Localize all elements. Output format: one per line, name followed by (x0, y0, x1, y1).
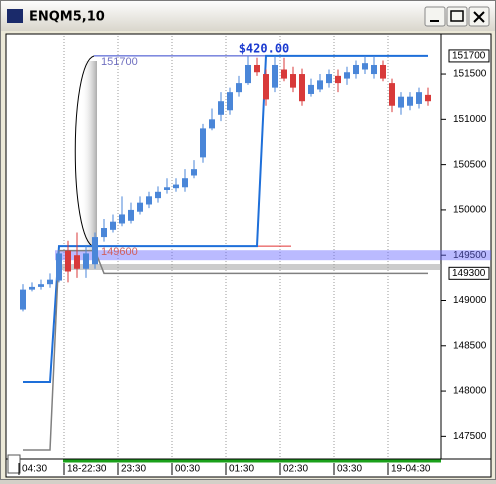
x-tick-label: 03:30 (337, 464, 362, 475)
candle-body (119, 214, 125, 224)
y-tick-label: 151500 (453, 69, 487, 80)
x-tick-label: 18-22:30 (67, 464, 107, 475)
minimize-button[interactable] (424, 6, 446, 27)
x-tick-label: 00:30 (175, 464, 200, 475)
price-axis (440, 33, 492, 460)
candle-body (146, 196, 152, 205)
y-tick-label: 149500 (453, 250, 487, 261)
y-tick-label: 147500 (453, 431, 487, 442)
x-tick-label: 19-04:30 (391, 464, 431, 475)
x-tick-label: 02:30 (283, 464, 308, 475)
candle-body (128, 209, 134, 221)
scroll-box[interactable] (7, 454, 21, 474)
candle-body (110, 221, 116, 230)
step-line (23, 54, 428, 384)
candle-body (407, 96, 413, 106)
x-tick-label: 23:30 (121, 464, 146, 475)
candle-body (101, 228, 107, 238)
shadow (81, 61, 97, 251)
window-title: ENQM5,10 (29, 10, 105, 25)
app-icon (7, 9, 23, 23)
candle-body (155, 191, 161, 199)
candle-body (236, 83, 242, 93)
candle-body (299, 74, 305, 102)
candle-body (362, 63, 368, 70)
candle-body (335, 75, 341, 84)
candle-body (164, 187, 170, 190)
candle-body (173, 184, 179, 189)
candle-body (182, 178, 188, 188)
y-tick-label: 150000 (453, 205, 487, 216)
candle-body (263, 74, 269, 100)
candle-body (227, 92, 233, 111)
candle-body (416, 92, 422, 104)
candle-body (209, 119, 215, 129)
price-marker-label: 149300 (452, 268, 486, 279)
x-tick-label: 01:30 (229, 464, 254, 475)
candle-body (245, 64, 251, 84)
candle-body (65, 250, 71, 272)
price-marker-box (448, 266, 490, 280)
candle-body (200, 128, 206, 158)
candle-body (38, 284, 44, 287)
step-line (23, 249, 428, 451)
candle-body (47, 279, 53, 285)
y-tick-label: 148500 (453, 340, 487, 351)
candle-body (425, 94, 431, 102)
candle-body (398, 96, 404, 108)
candle-body (353, 64, 359, 75)
time-axis (5, 458, 492, 478)
close-button[interactable] (468, 6, 490, 27)
candle-body (389, 83, 395, 106)
x-tick-label: 04:30 (22, 464, 47, 475)
candle-body (308, 84, 314, 94)
candle-body (74, 255, 80, 269)
candle-body (56, 253, 62, 281)
shadow (56, 264, 441, 270)
candle-body (380, 64, 386, 79)
candle-body (92, 237, 98, 265)
title-bar (1, 1, 495, 31)
y-tick-label: 151000 (453, 114, 487, 125)
candle-body (254, 64, 260, 73)
plot: 04:30 18-22:30 23:30 00:30 01:30 02:30 03:30 19… (18, 36, 491, 475)
price-band (55, 250, 491, 261)
candle-body (272, 64, 278, 88)
candle-body (290, 74, 296, 88)
y-tick-label: 148000 (453, 386, 487, 397)
candle-body (326, 74, 332, 84)
price-marker-label: 151700 (452, 51, 486, 62)
candle-body (317, 80, 323, 90)
candle-body (29, 286, 35, 290)
level-label: 149600 (101, 246, 138, 258)
candle-body (137, 202, 143, 212)
price-marker-box (448, 49, 490, 63)
level-label: 151700 (101, 56, 138, 68)
y-tick-label: 149000 (453, 295, 487, 306)
arc (74, 55, 95, 248)
candle-body (371, 64, 377, 75)
candle-body (281, 69, 287, 79)
candle-body (191, 169, 197, 176)
y-tick-label: 150500 (453, 159, 487, 170)
candle-body (218, 101, 224, 115)
maximize-button[interactable] (446, 6, 468, 27)
candle-body (344, 72, 350, 79)
candle-body (20, 289, 26, 310)
candle-body (83, 253, 89, 269)
annotation: $420.00 (239, 42, 290, 56)
